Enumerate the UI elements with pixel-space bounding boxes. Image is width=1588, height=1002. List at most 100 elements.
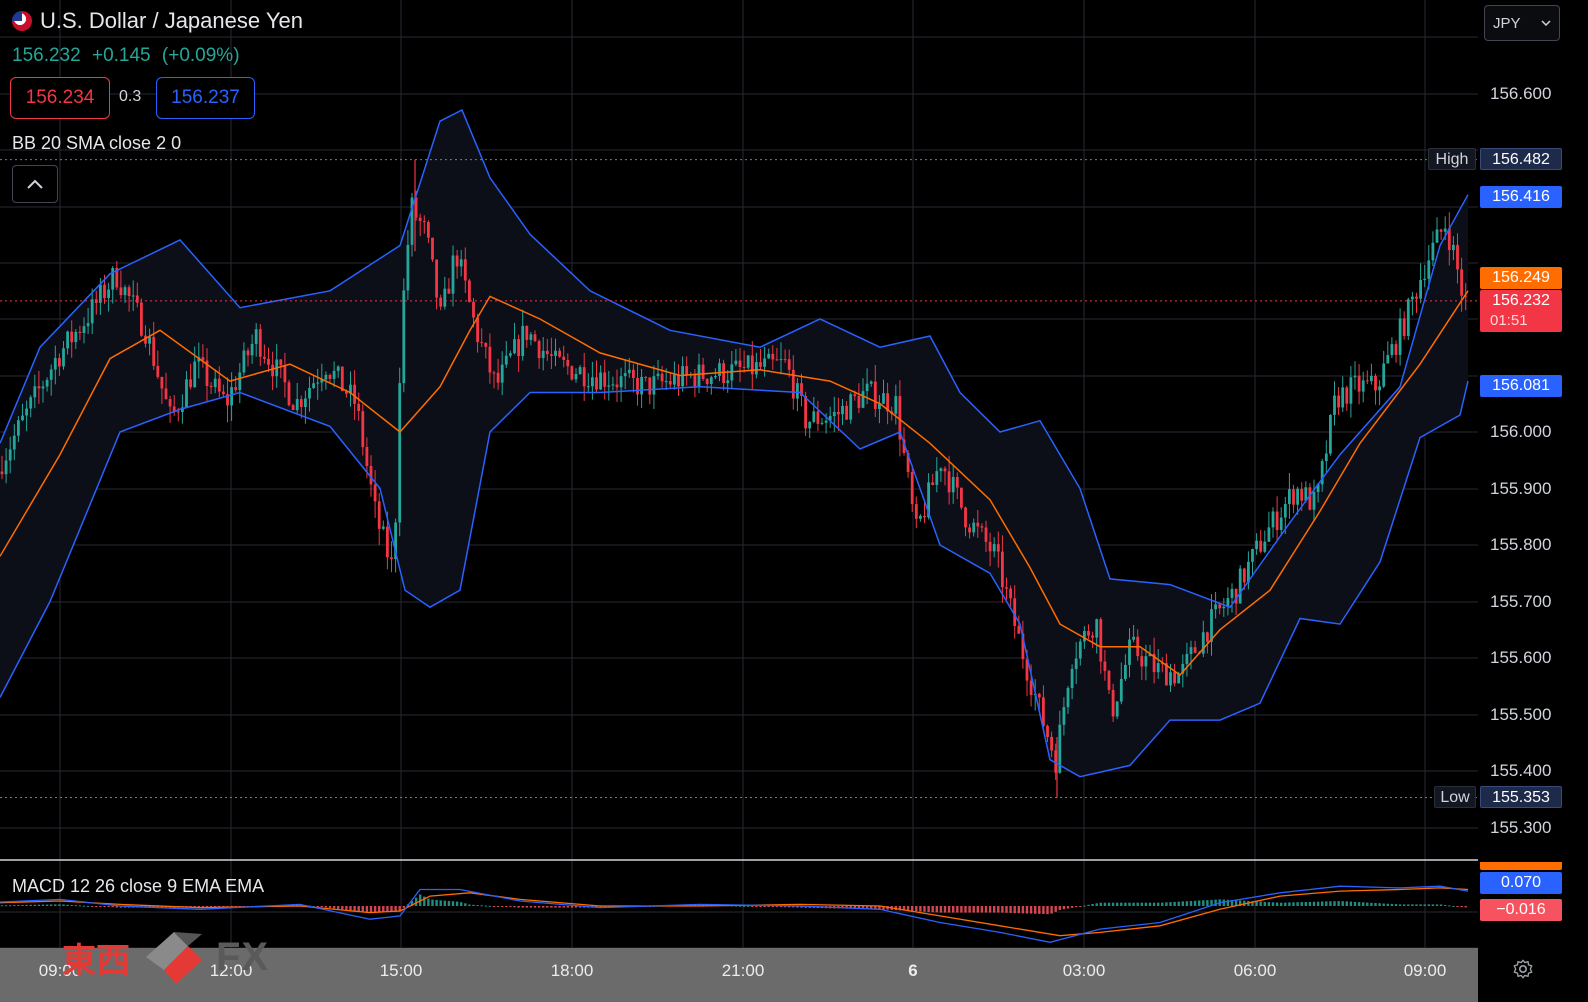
macd-hist-bar [501,906,504,907]
currency-select[interactable]: JPY [1484,5,1560,41]
candle-body [1300,488,1304,501]
date-tick: 6 [908,961,918,980]
candle-body [1160,663,1164,665]
macd-hist-bar [1415,904,1418,906]
macd-hist-bar [1382,903,1385,906]
macd-signal-badge-edge [1480,862,1562,870]
macd-hist-bar [455,901,459,906]
macd-hist-bar [464,903,467,906]
candle-body [996,544,1000,552]
candle-body [673,374,676,385]
macd-hist-bar [214,906,217,908]
candle-body [800,383,803,396]
macd-hist-bar [365,906,369,913]
candle-body [1165,663,1168,686]
macd-hist-bar [41,904,45,906]
macd-hist-bar [1210,899,1213,906]
candle-body [1128,639,1131,665]
macd-hist-bar [1157,902,1160,906]
candle-body [78,331,82,333]
candle-body [394,522,397,559]
macd-hist-bar [1292,902,1295,906]
candle-body [29,397,33,409]
macd-hist-bar [1411,904,1414,906]
candle-body [197,357,201,362]
candle-body [103,284,106,298]
sell-button[interactable]: 156.234 [10,77,110,119]
price-chart[interactable] [0,0,1478,948]
symbol-title[interactable]: U.S. Dollar / Japanese Yen [12,8,303,34]
macd-hist-bar [492,906,496,907]
macd-hist-bar [874,906,877,910]
macd-hist-bar [1259,901,1262,906]
macd-hist-bar [804,906,807,908]
macd-hist-bar [1070,906,1074,908]
price-tick: 155.800 [1490,535,1552,554]
candle-body [931,482,935,485]
candle-body [697,364,701,387]
macd-hist-bar [74,905,77,907]
time-axis[interactable] [0,948,1478,1002]
candle-body [1390,344,1394,356]
macd-hist-bar [45,904,49,906]
candle-body [238,372,242,391]
macd-hist-bar [1087,904,1090,906]
macd-hist-bar [1193,900,1197,906]
macd-hist-bar [341,906,344,910]
price-axis[interactable]: 156.600 156.000 155.900 155.800 155.700 … [1478,0,1588,948]
candle-body [545,350,549,355]
collapse-legend-button[interactable] [12,165,58,203]
candle-body [1251,549,1254,562]
settings-gear-icon[interactable] [1512,958,1534,980]
candle-body [361,411,365,448]
candle-body [230,387,233,406]
candle-body [1439,229,1443,232]
candle-body [1308,487,1312,510]
candle-body [968,527,971,533]
candle-body [1443,228,1447,232]
candle-body [33,386,37,398]
macd-hist-bar [1042,906,1045,914]
macd-hist-bar [952,906,955,913]
macd-hist-bar [332,906,336,909]
candle-body [406,244,410,291]
candle-body [1312,492,1316,510]
buy-button[interactable]: 156.237 [156,77,255,119]
macd-hist-bar [480,905,483,907]
candle-body [591,377,594,387]
candle-body [291,405,295,410]
candle-body [1115,701,1119,717]
macd-indicator-label[interactable]: MACD 12 26 close 9 EMA EMA [12,876,265,896]
candle-body [734,360,738,365]
candle-body [328,374,332,379]
bb-indicator-label[interactable]: BB 20 SMA close 2 0 [12,133,182,153]
macd-hist-bar [788,906,791,908]
macd-hist-bar [943,906,947,913]
candle-body [1218,604,1222,609]
candle-body [550,354,553,356]
macd-hist-bar [1177,901,1180,906]
candlestick-series [0,159,1468,798]
candle-body [960,487,963,508]
candle-body [418,217,422,221]
price-change: +0.145 [91,45,151,66]
candle-body [1210,609,1213,642]
macd-hist-bar [997,906,1000,913]
macd-hist-bar [9,905,12,907]
candle-body [619,376,623,388]
macd-hist-bar [566,906,569,908]
bb-upper-badge: 156.416 [1480,186,1562,208]
price-tick: 155.600 [1490,648,1552,667]
candle-body [779,359,783,361]
macd-hist-bar [1132,902,1135,906]
candle-body [66,331,69,349]
candle-body [1050,736,1053,751]
macd-hist-bar [357,906,360,912]
macd-hist-bar [738,905,742,907]
candle-body [812,411,816,422]
candle-body [463,259,467,281]
candle-body [1091,635,1094,638]
candle-body [205,360,209,386]
candle-body [271,364,274,377]
macd-hist-bar [751,906,754,907]
